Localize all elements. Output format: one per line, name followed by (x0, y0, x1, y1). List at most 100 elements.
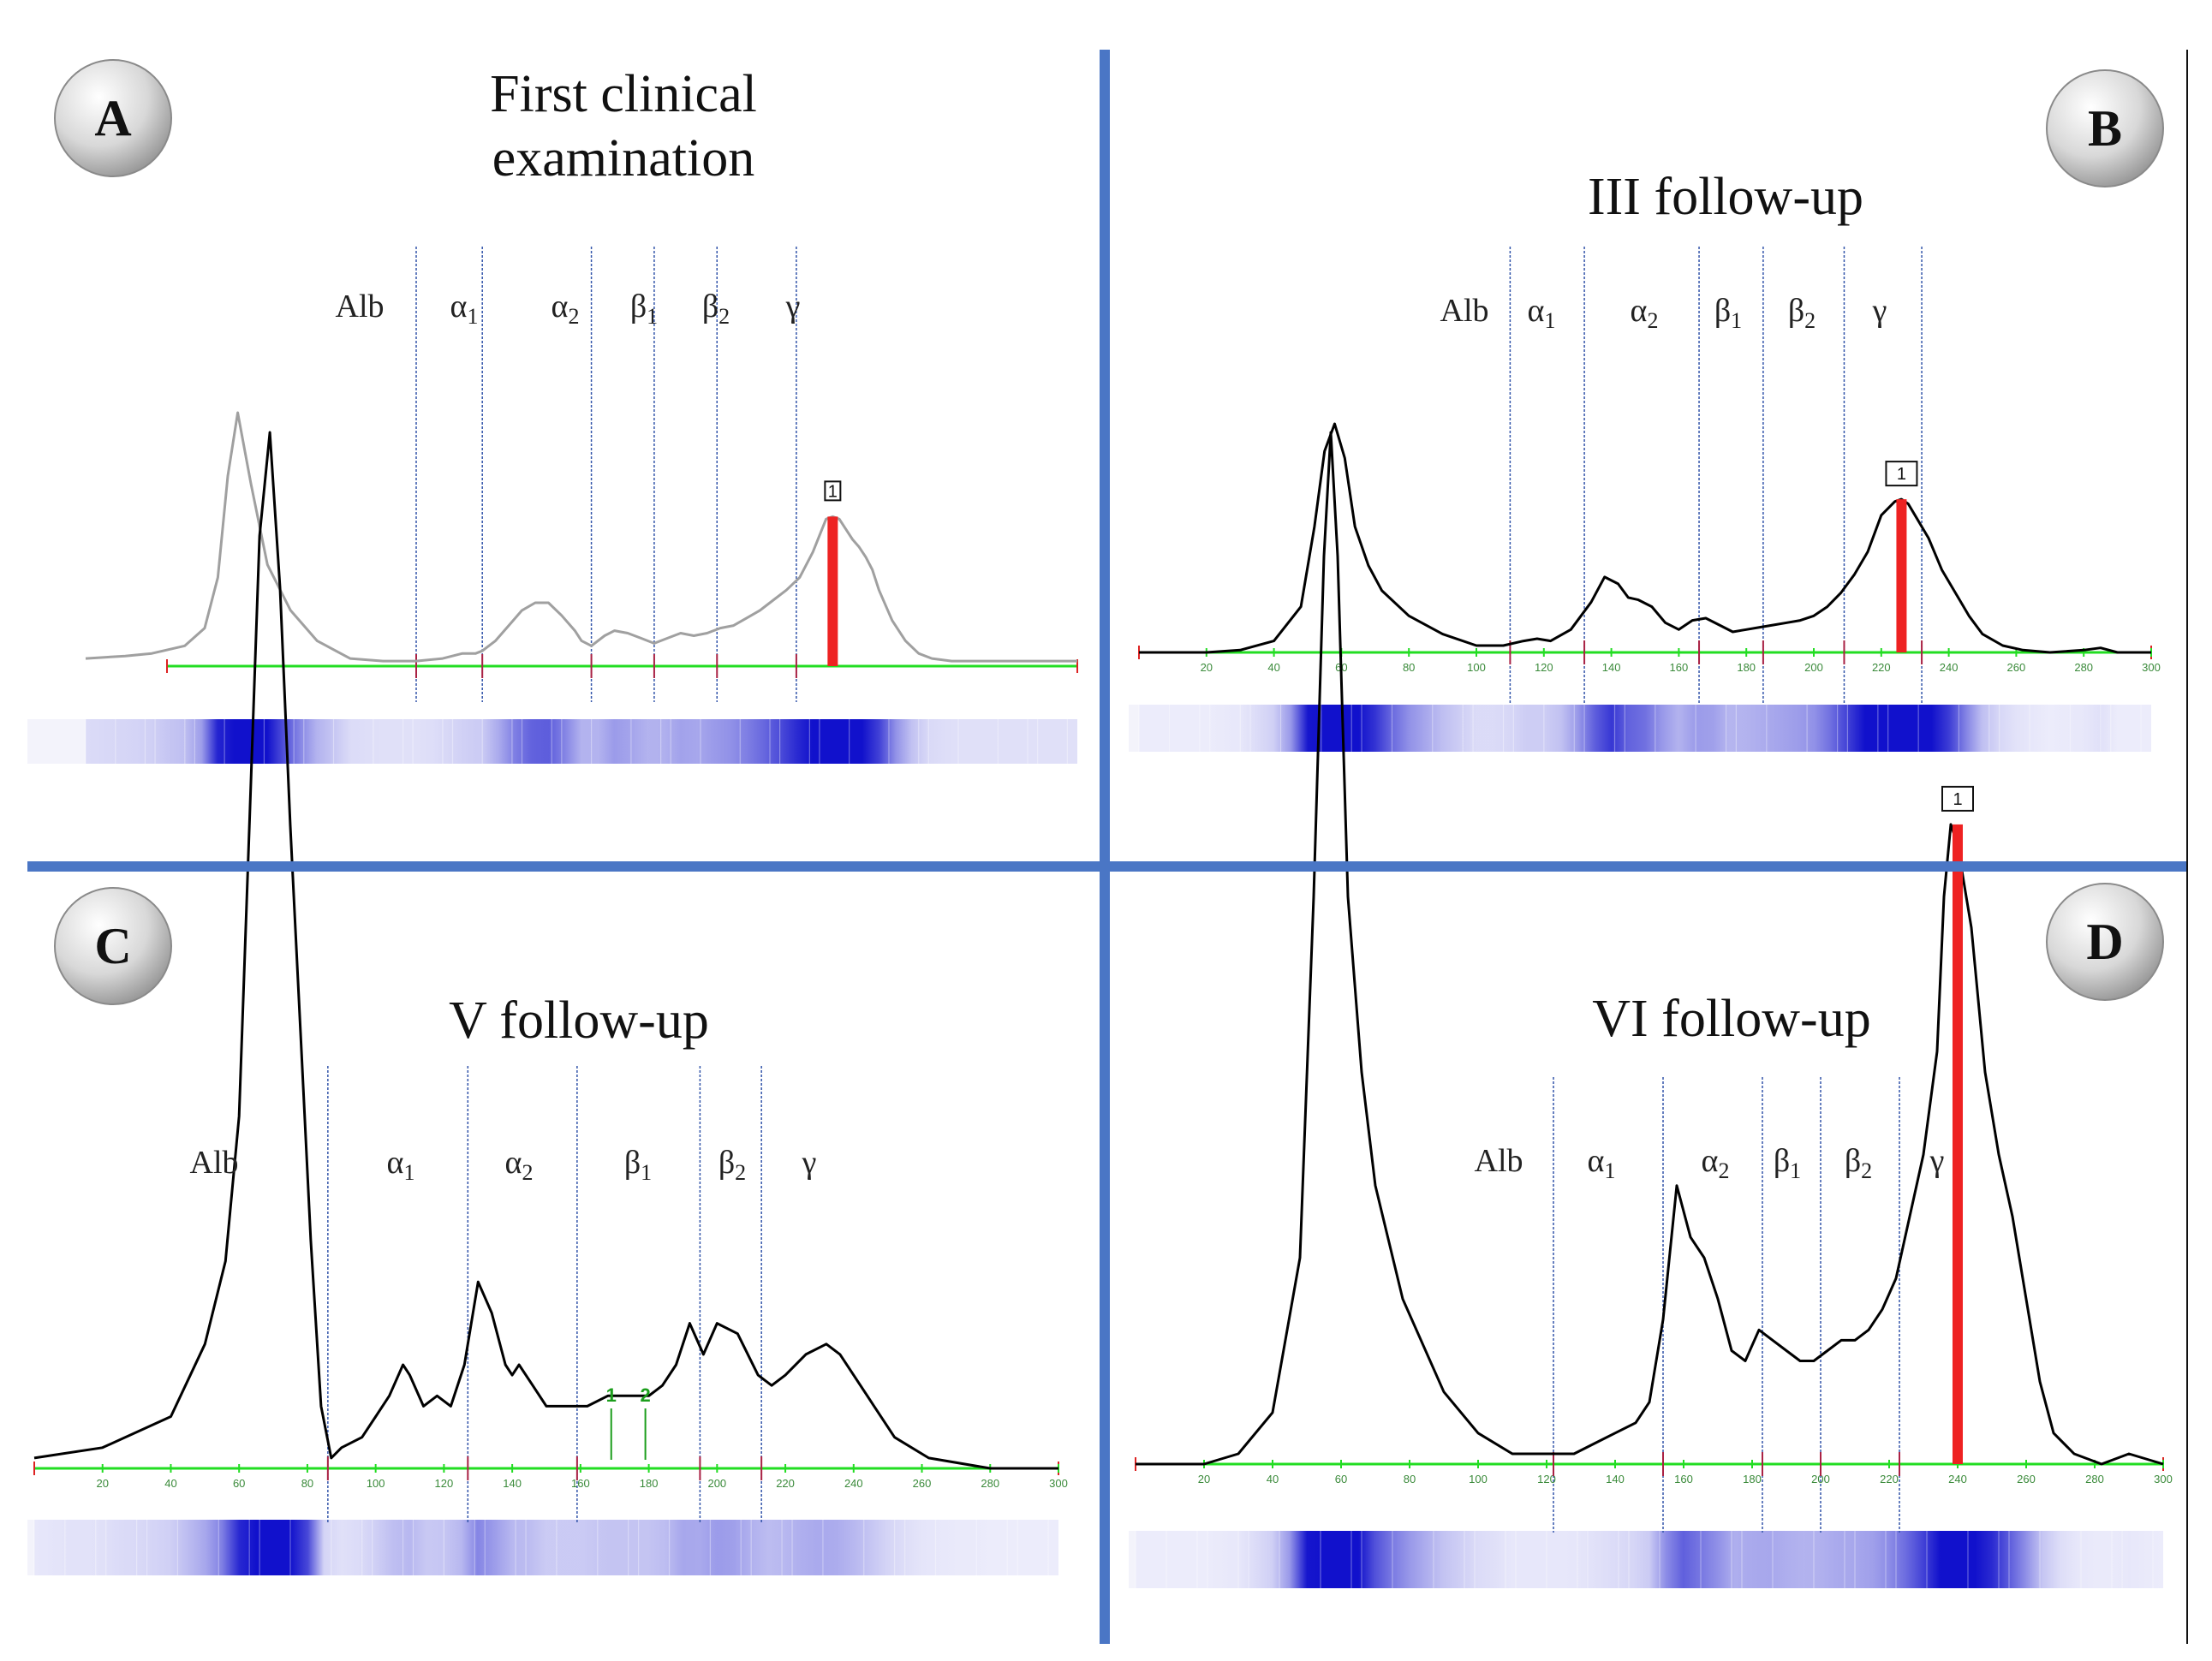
region-label: Alb (1475, 1143, 1523, 1179)
tick-label: 100 (1467, 661, 1486, 674)
region-label: β1 (1714, 293, 1742, 333)
gel-band (34, 1520, 1058, 1575)
badge-letter: C (94, 918, 131, 974)
region-label: β1 (624, 1145, 652, 1185)
tick-label: 240 (1948, 1473, 1967, 1485)
region-label: Alb (1440, 293, 1489, 329)
tick-label: 80 (1404, 1473, 1416, 1485)
gel-strip (27, 719, 1077, 764)
region-label: α1 (1588, 1143, 1616, 1183)
tick-label: 100 (1469, 1473, 1488, 1485)
tick-label: 120 (1535, 661, 1553, 674)
panel-b: 20 40 60 80 100 120 140 160 180 200 220 240 260 280 30… (1129, 168, 2161, 752)
tick-label: 240 (844, 1477, 863, 1490)
panel-a: 1 Alb α1 α2 β1 β2 γ First clinical examination (27, 65, 1078, 764)
tick-label: 260 (2017, 1473, 2036, 1485)
panel-badge-b: B (2046, 69, 2164, 188)
badge-letter: B (2088, 100, 2122, 157)
tick-label: 180 (640, 1477, 659, 1490)
panel-title: V follow-up (449, 991, 709, 1050)
tick-label: 220 (1872, 661, 1891, 674)
tick-label: 120 (435, 1477, 454, 1490)
tick-label: 140 (503, 1477, 522, 1490)
gel-strip (1129, 1531, 2163, 1588)
region-label: α1 (450, 289, 479, 329)
badge-circle (54, 887, 172, 1005)
region-label: α2 (1631, 293, 1659, 333)
tick-label: 100 (367, 1477, 385, 1490)
region-label: β2 (702, 289, 730, 329)
tick-label: 200 (1804, 661, 1823, 674)
gel-edge (1129, 1531, 1136, 1588)
tick-label: 280 (2085, 1473, 2104, 1485)
tick-label: 200 (707, 1477, 726, 1490)
gel-edge (27, 719, 86, 764)
panel-d: 20 40 60 80 100 120 140 160 180 200 220 240 260 280 30… (1129, 431, 2173, 1588)
panel-dividers (27, 50, 2188, 1644)
x-axis: 20 40 60 80 100 120 140 160 180 200 220 240 260 280 30… (1135, 1452, 2173, 1485)
densitometry-trace (85, 411, 1077, 663)
region-label: α2 (1702, 1143, 1730, 1183)
region-label: γ (1872, 293, 1887, 329)
region-label: β1 (630, 289, 658, 329)
region-label: γ (802, 1145, 817, 1181)
panel-c: 20 40 60 80 100 120 140 160 180 200 220 240 260 280 30… (27, 431, 1068, 1575)
panel-badge-d: D (2046, 883, 2164, 1001)
tick-label: 20 (96, 1477, 108, 1490)
region-label: β1 (1774, 1143, 1801, 1183)
gel-edge (1129, 705, 1139, 752)
tick-label: 120 (1537, 1473, 1556, 1485)
panel-title: VI follow-up (1592, 990, 1870, 1048)
marker-label: 1 (606, 1384, 617, 1406)
tick-label: 280 (981, 1477, 999, 1490)
region-label: Alb (336, 289, 385, 324)
m-spike-label: 1 (1953, 790, 1962, 809)
tick-label: 40 (1267, 1473, 1279, 1485)
tick-label: 80 (1403, 661, 1415, 674)
badge-circle (54, 59, 172, 177)
m-spike-label: 1 (1897, 465, 1906, 484)
tick-label: 60 (233, 1477, 245, 1490)
region-label: α2 (552, 289, 580, 329)
tick-label: 260 (913, 1477, 932, 1490)
tick-label: 160 (1670, 661, 1689, 674)
m-spike-bar (1953, 824, 1963, 1464)
gel-band (1139, 705, 2151, 752)
m-spike-bar (1896, 499, 1907, 652)
tick-label: 240 (1940, 661, 1959, 674)
region-label: β2 (718, 1145, 746, 1185)
densitometry-trace (1136, 431, 2164, 1466)
tick-label: 80 (301, 1477, 313, 1490)
gel-strip (1129, 705, 2151, 752)
x-axis: 20 40 60 80 100 120 140 160 180 200 220 240 260 280 30… (33, 1456, 1068, 1490)
tick-label: 200 (1811, 1473, 1830, 1485)
tick-label: 260 (2007, 661, 2026, 674)
tick-label: 40 (164, 1477, 176, 1490)
densitometry-trace (1139, 422, 2151, 654)
panel-title: First clinical (490, 65, 757, 123)
region-label: α2 (505, 1145, 534, 1185)
tick-label: 60 (1335, 1473, 1347, 1485)
m-spike-box (1885, 461, 1918, 487)
badge-circle (2046, 69, 2164, 188)
m-spike-box (1941, 785, 1974, 812)
region-label: α1 (1528, 293, 1556, 333)
x-axis (166, 654, 1078, 678)
m-spike-box (824, 480, 842, 502)
gel-strip (27, 1520, 1058, 1575)
panel-badge-c: C (54, 887, 172, 1005)
panel-badge-a: A (54, 59, 172, 177)
tick-label: 300 (2154, 1473, 2173, 1485)
m-spike-bar (827, 516, 838, 666)
marker-label: 2 (640, 1384, 650, 1406)
tick-label: 20 (1201, 661, 1213, 674)
tick-label: 180 (1743, 1473, 1762, 1485)
tick-label: 220 (776, 1477, 795, 1490)
tick-label: 160 (571, 1477, 590, 1490)
badge-letter: A (94, 90, 131, 146)
tick-label: 280 (2074, 661, 2093, 674)
panel-title-line-2: examination (492, 129, 754, 188)
tick-label: 140 (1606, 1473, 1625, 1485)
region-label: α1 (387, 1145, 415, 1185)
